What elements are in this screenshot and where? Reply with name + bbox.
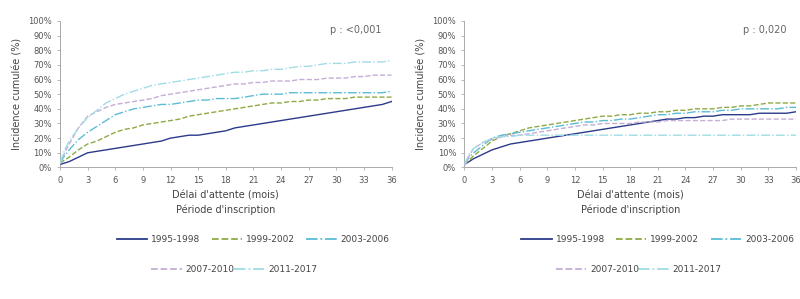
Y-axis label: Incidence cumulée (%): Incidence cumulée (%) xyxy=(12,38,22,150)
Text: 1995-1998: 1995-1998 xyxy=(151,235,201,244)
Text: 2003-2006: 2003-2006 xyxy=(341,235,390,244)
X-axis label: Délai d'attente (mois): Délai d'attente (mois) xyxy=(172,190,279,200)
Text: 1995-1998: 1995-1998 xyxy=(556,235,605,244)
X-axis label: Délai d'attente (mois): Délai d'attente (mois) xyxy=(577,190,684,200)
Y-axis label: Incidence cumulée (%): Incidence cumulée (%) xyxy=(417,38,427,150)
Text: p : 0,020: p : 0,020 xyxy=(742,25,786,35)
Text: p : <0,001: p : <0,001 xyxy=(330,25,382,35)
Text: 2007-2010: 2007-2010 xyxy=(186,265,234,274)
Text: 1999-2002: 1999-2002 xyxy=(246,235,295,244)
Text: Période d'inscription: Période d'inscription xyxy=(176,204,275,215)
Text: 2007-2010: 2007-2010 xyxy=(590,265,639,274)
Text: Période d'inscription: Période d'inscription xyxy=(581,204,680,215)
Text: 2011-2017: 2011-2017 xyxy=(268,265,317,274)
Text: 2011-2017: 2011-2017 xyxy=(673,265,722,274)
Text: 1999-2002: 1999-2002 xyxy=(650,235,699,244)
Text: 2003-2006: 2003-2006 xyxy=(745,235,794,244)
